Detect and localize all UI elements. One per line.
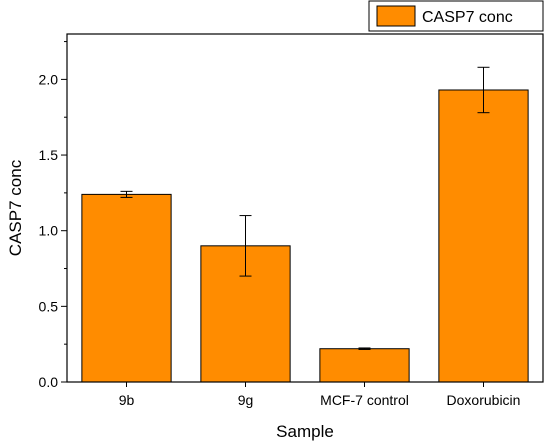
bar-doxorubicin — [438, 89, 529, 383]
error-bar — [477, 66, 490, 114]
x-tick-label: 9b — [119, 392, 135, 408]
bar-mcf-7-control — [319, 348, 410, 383]
bar-9b — [81, 193, 172, 383]
legend-swatch — [376, 5, 416, 27]
error-bar — [358, 347, 371, 350]
y-tick-label: 2.0 — [39, 71, 59, 87]
legend-label: CASP7 conc — [422, 9, 513, 26]
x-axis-title: Sample — [276, 422, 334, 441]
error-bar — [120, 190, 133, 198]
y-axis-title: CASP7 conc — [6, 159, 25, 256]
y-tick-label: 1.5 — [39, 147, 59, 163]
y-tick-label: 0.5 — [39, 298, 59, 314]
x-tick-label: Doxorubicin — [447, 392, 521, 408]
plot-frame — [66, 33, 544, 383]
legend: CASP7 conc — [368, 0, 544, 32]
error-bar — [239, 215, 252, 277]
x-tick-label: 9g — [238, 392, 254, 408]
y-tick-label: 1.0 — [39, 223, 59, 239]
x-tick-label: MCF-7 control — [320, 392, 409, 408]
y-tick-label: 0.0 — [39, 374, 59, 390]
